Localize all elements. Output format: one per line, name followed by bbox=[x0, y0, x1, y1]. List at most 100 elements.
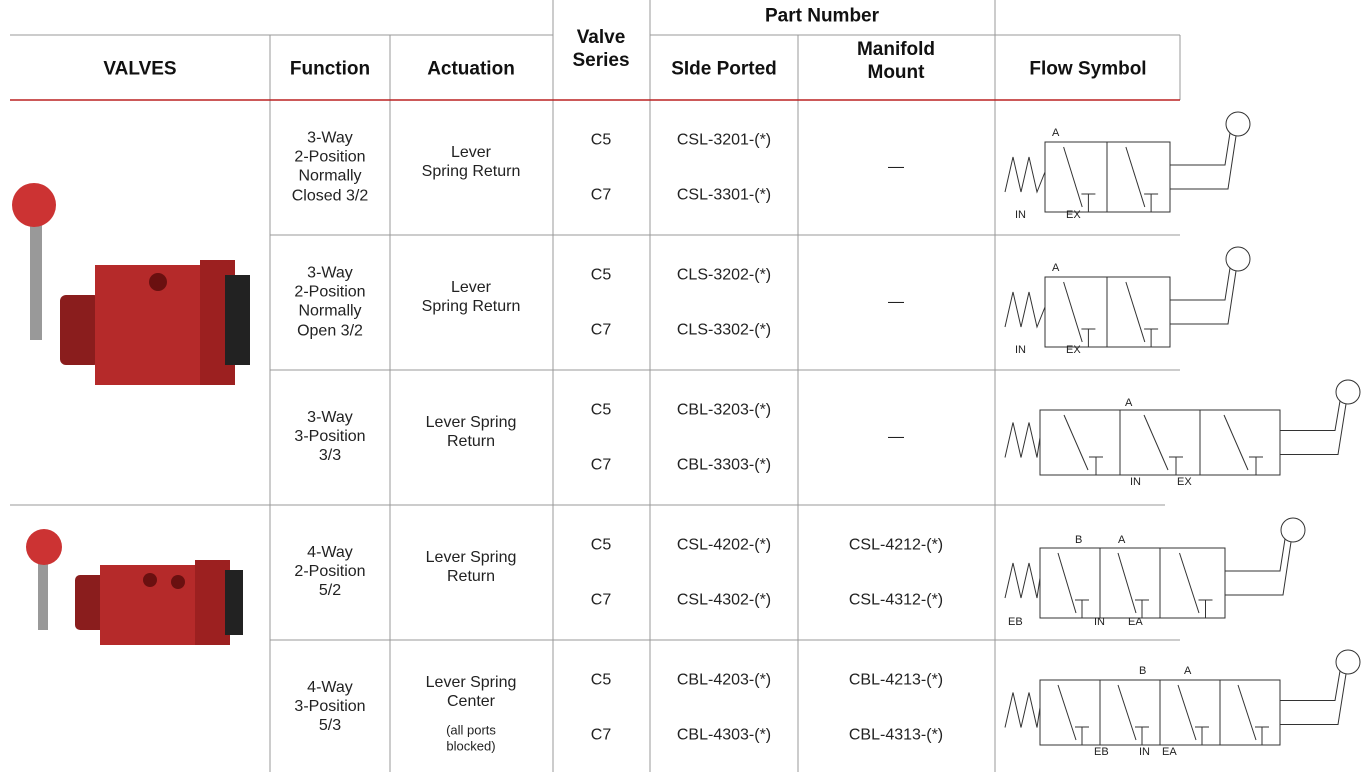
port-label: IN bbox=[1015, 344, 1026, 356]
flow-symbol: A IN EX bbox=[1004, 246, 1251, 356]
lever bbox=[1280, 673, 1347, 725]
part-number: CSL-3201-(*) bbox=[676, 131, 772, 149]
part-number: CBL-4203-(*) bbox=[676, 671, 772, 689]
function-cell: 3-Way 2-Position Normally Open 3/2 bbox=[294, 264, 366, 340]
port-label: A bbox=[1052, 127, 1060, 139]
port-label: IN bbox=[1139, 746, 1150, 758]
function-cell: 4-Way 2-Position 5/2 bbox=[294, 544, 366, 600]
flow-arrow bbox=[1143, 414, 1169, 471]
actuation-cell: Lever Spring Return bbox=[425, 548, 517, 585]
flow-arrow bbox=[1063, 414, 1089, 471]
spring bbox=[1004, 562, 1041, 599]
symbol-box bbox=[1039, 409, 1281, 476]
flow-arrow bbox=[1125, 281, 1146, 343]
lever bbox=[1280, 400, 1341, 431]
header: SIde Ported bbox=[671, 58, 777, 80]
port-label: EX bbox=[1066, 344, 1081, 356]
series-cell: C7 bbox=[590, 726, 612, 744]
lever bbox=[1225, 541, 1292, 596]
lever-knob bbox=[1225, 246, 1251, 272]
series-cell: C5 bbox=[590, 401, 612, 419]
flow-arrow bbox=[1117, 552, 1137, 614]
flow-arrow bbox=[1063, 281, 1083, 343]
flow-arrow bbox=[1063, 146, 1083, 208]
lever-knob bbox=[1225, 111, 1251, 137]
flow-arrow bbox=[1125, 146, 1146, 208]
lever bbox=[1280, 403, 1347, 455]
port-label: B bbox=[1139, 665, 1146, 677]
flow-arrow bbox=[1057, 684, 1077, 741]
part-number: CLS-3202-(*) bbox=[676, 266, 772, 284]
spring bbox=[1004, 291, 1046, 329]
flow-symbol: B A EB IN EA bbox=[1004, 517, 1306, 628]
part-number: CBL-4303-(*) bbox=[676, 726, 772, 744]
flow-arrow bbox=[1177, 684, 1197, 741]
manifold-dash: — bbox=[888, 293, 904, 311]
valve-image bbox=[26, 529, 243, 645]
header: Part Number bbox=[764, 5, 880, 27]
series-cell: C5 bbox=[590, 266, 612, 284]
flow-symbol: A IN EX bbox=[1004, 379, 1361, 488]
lever bbox=[1170, 135, 1237, 190]
symbol-box bbox=[1039, 547, 1226, 619]
part-number: CLS-3302-(*) bbox=[676, 321, 772, 339]
valve-image bbox=[12, 183, 250, 385]
flow-arrow bbox=[1223, 414, 1249, 471]
flow-arrow bbox=[1237, 684, 1257, 741]
lever bbox=[1225, 538, 1286, 572]
flow-symbol: B A EB IN EA bbox=[1004, 649, 1361, 758]
flow-arrow bbox=[1057, 552, 1077, 614]
spring bbox=[1004, 692, 1041, 728]
lever bbox=[1280, 670, 1341, 701]
header: VALVES bbox=[103, 58, 177, 80]
port-label: A bbox=[1184, 665, 1192, 677]
port-label: A bbox=[1125, 397, 1133, 409]
header: Actuation bbox=[427, 58, 515, 80]
actuation-cell: Lever Spring Return bbox=[421, 278, 521, 315]
header: Flow Symbol bbox=[1029, 58, 1147, 80]
port-label: EX bbox=[1177, 476, 1192, 488]
actuation-note: (all ports blocked) bbox=[446, 722, 496, 753]
spring bbox=[1004, 422, 1041, 458]
port-label: EX bbox=[1066, 209, 1081, 221]
port-label: B bbox=[1075, 534, 1082, 546]
part-number: CSL-4212-(*) bbox=[848, 536, 944, 554]
port-label: IN bbox=[1130, 476, 1141, 488]
lever bbox=[1170, 132, 1231, 166]
flow-symbol: A IN EX bbox=[1004, 111, 1251, 221]
port-label: IN bbox=[1094, 616, 1105, 628]
header: Function bbox=[289, 58, 371, 80]
series-cell: C7 bbox=[590, 591, 612, 609]
part-number: CSL-4312-(*) bbox=[848, 591, 944, 609]
series-cell: C5 bbox=[590, 131, 612, 149]
part-number: CBL-3203-(*) bbox=[676, 401, 772, 419]
port-label: EA bbox=[1162, 746, 1177, 758]
part-number: CBL-4213-(*) bbox=[848, 671, 944, 689]
series-cell: C5 bbox=[590, 671, 612, 689]
part-number: CSL-4302-(*) bbox=[676, 591, 772, 609]
port-label: A bbox=[1052, 262, 1060, 274]
part-number: CSL-4202-(*) bbox=[676, 536, 772, 554]
actuation-cell: Lever Spring Return bbox=[421, 143, 521, 180]
port-label: EA bbox=[1128, 616, 1143, 628]
port-label: A bbox=[1118, 534, 1126, 546]
actuation-cell: Lever Spring Return bbox=[425, 413, 517, 450]
lever bbox=[1170, 267, 1231, 301]
manifold-dash: — bbox=[888, 428, 904, 446]
port-label: EB bbox=[1094, 746, 1109, 758]
actuation-cell: Lever Spring Center bbox=[425, 673, 517, 710]
function-cell: 4-Way 3-Position 5/3 bbox=[294, 679, 366, 735]
lever-knob bbox=[1335, 379, 1361, 405]
manifold-dash: — bbox=[888, 158, 904, 176]
series-cell: C7 bbox=[590, 456, 612, 474]
lever-knob bbox=[1280, 517, 1306, 543]
port-label: IN bbox=[1015, 209, 1026, 221]
header: Valve Series bbox=[572, 27, 630, 71]
series-cell: C7 bbox=[590, 186, 612, 204]
part-number: CBL-3303-(*) bbox=[676, 456, 772, 474]
function-cell: 3-Way 2-Position Normally Closed 3/2 bbox=[291, 129, 369, 205]
grid bbox=[10, 0, 1181, 772]
lever-knob bbox=[1335, 649, 1361, 675]
